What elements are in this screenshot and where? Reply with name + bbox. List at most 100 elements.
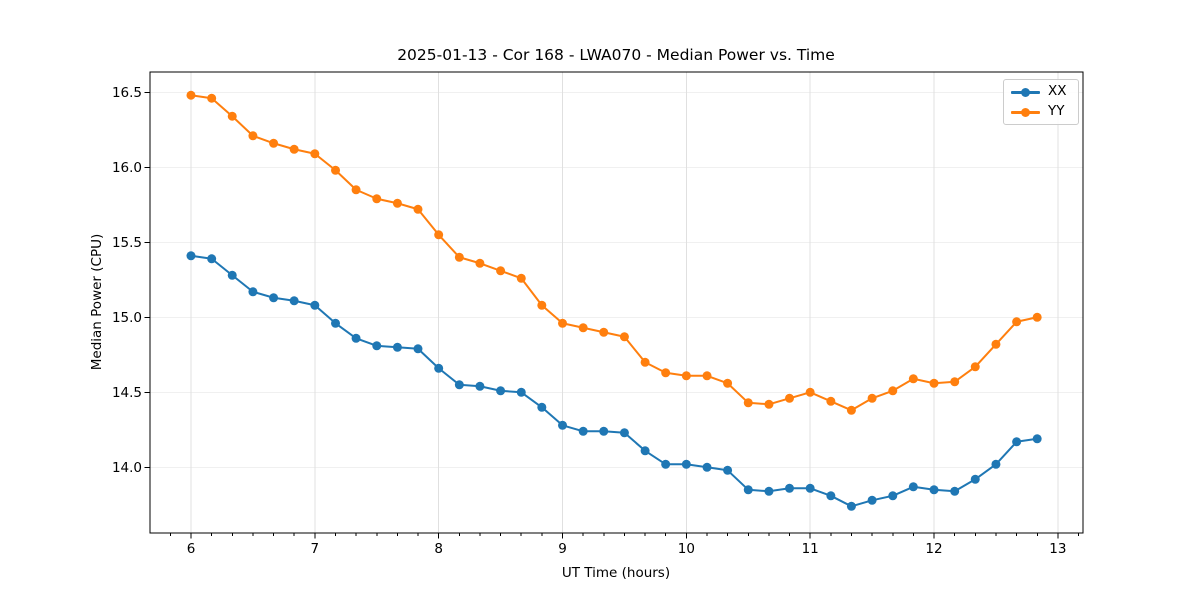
x-tick-label: 12: [925, 541, 942, 557]
data-point: [702, 462, 712, 472]
series-XX: [186, 251, 1042, 511]
data-point: [950, 486, 960, 496]
data-point: [991, 459, 1001, 469]
x-axis-label: UT Time (hours): [561, 565, 671, 581]
data-point: [331, 318, 341, 328]
data-point: [434, 363, 444, 373]
data-point: [289, 144, 299, 154]
tick-labels: 6 7 8 9 10 11 12 13 14.0 14.5 15.0 15.5 16.0 16.5: [112, 85, 1067, 557]
data-point: [269, 293, 279, 303]
data-point: [929, 378, 939, 388]
data-point: [186, 90, 196, 100]
data-point: [1032, 434, 1042, 444]
data-point: [764, 399, 774, 409]
data-point: [413, 344, 423, 354]
data-point: [1032, 312, 1042, 322]
data-point: [764, 486, 774, 496]
data-point: [372, 341, 382, 351]
data-point: [537, 300, 547, 310]
data-point: [413, 204, 423, 214]
data-point: [599, 327, 609, 337]
legend-marker-icon: [1011, 107, 1040, 117]
data-point: [681, 459, 691, 469]
y-tick-label: 16.5: [112, 85, 142, 101]
data-point: [846, 501, 856, 511]
data-point: [846, 405, 856, 415]
data-point: [867, 393, 877, 403]
data-point: [888, 386, 898, 396]
data-point: [970, 474, 980, 484]
legend-marker-icon: [1011, 87, 1040, 97]
y-tick-label: 15.5: [112, 235, 142, 251]
data-point: [558, 318, 568, 328]
x-tick-label: 7: [311, 541, 320, 557]
data-point: [207, 93, 217, 103]
data-point: [867, 495, 877, 505]
data-point: [392, 198, 402, 208]
data-point: [578, 426, 588, 436]
data-point: [681, 371, 691, 381]
y-tick-label: 15.0: [112, 310, 142, 326]
y-axis-label: Median Power (CPU): [89, 233, 105, 371]
legend-label: XX: [1048, 83, 1067, 100]
legend-item-YY: YY: [1011, 102, 1071, 122]
data-point: [702, 371, 712, 381]
data-point: [929, 485, 939, 495]
legend-dot-icon: [1021, 87, 1030, 97]
data-point: [475, 258, 485, 268]
data-point: [227, 270, 237, 280]
legend-dot-icon: [1021, 107, 1030, 117]
data-point: [392, 342, 402, 352]
data-point: [331, 165, 341, 175]
gridlines: [150, 72, 1083, 533]
data-point: [434, 230, 444, 240]
data-point: [496, 266, 506, 276]
data-point: [723, 378, 733, 388]
data-point: [908, 374, 918, 384]
x-tick-label: 13: [1049, 541, 1066, 557]
data-point: [248, 287, 258, 297]
x-tick-label: 6: [187, 541, 196, 557]
plot-border: [149, 71, 1084, 534]
data-point: [475, 381, 485, 391]
data-point: [805, 483, 815, 493]
data-point: [496, 386, 506, 396]
data-point: [516, 387, 526, 397]
data-point: [826, 491, 836, 501]
y-tick-label: 14.0: [112, 460, 142, 476]
data-point: [743, 485, 753, 495]
data-point: [537, 402, 547, 412]
x-tick-label: 11: [802, 541, 819, 557]
data-point: [269, 138, 279, 148]
data-point: [1012, 317, 1022, 327]
x-tick-label: 9: [558, 541, 567, 557]
data-point: [578, 323, 588, 333]
data-point: [599, 426, 609, 436]
data-point: [970, 362, 980, 372]
x-tick-label: 8: [434, 541, 443, 557]
x-tick-label: 10: [678, 541, 695, 557]
data-point: [351, 333, 361, 343]
data-point: [785, 393, 794, 403]
data-point: [227, 111, 237, 121]
data-point: [805, 387, 815, 397]
data-point: [454, 252, 464, 262]
data-point: [372, 194, 382, 204]
data-point: [248, 131, 258, 141]
data-point: [207, 254, 217, 264]
y-tick-label: 14.5: [112, 385, 142, 401]
data-point: [908, 482, 918, 492]
x-minor-ticks: [169, 533, 1080, 536]
data-point: [454, 380, 464, 390]
data-point: [619, 428, 629, 438]
data-point: [310, 300, 320, 310]
data-point: [516, 273, 526, 283]
data-point: [310, 149, 320, 159]
chart-title: 2025-01-13 - Cor 168 - LWA070 - Median P…: [397, 46, 835, 64]
data-point: [289, 296, 299, 306]
data-point: [888, 491, 898, 501]
legend-label: YY: [1048, 103, 1065, 120]
major-ticks: [144, 91, 1059, 539]
